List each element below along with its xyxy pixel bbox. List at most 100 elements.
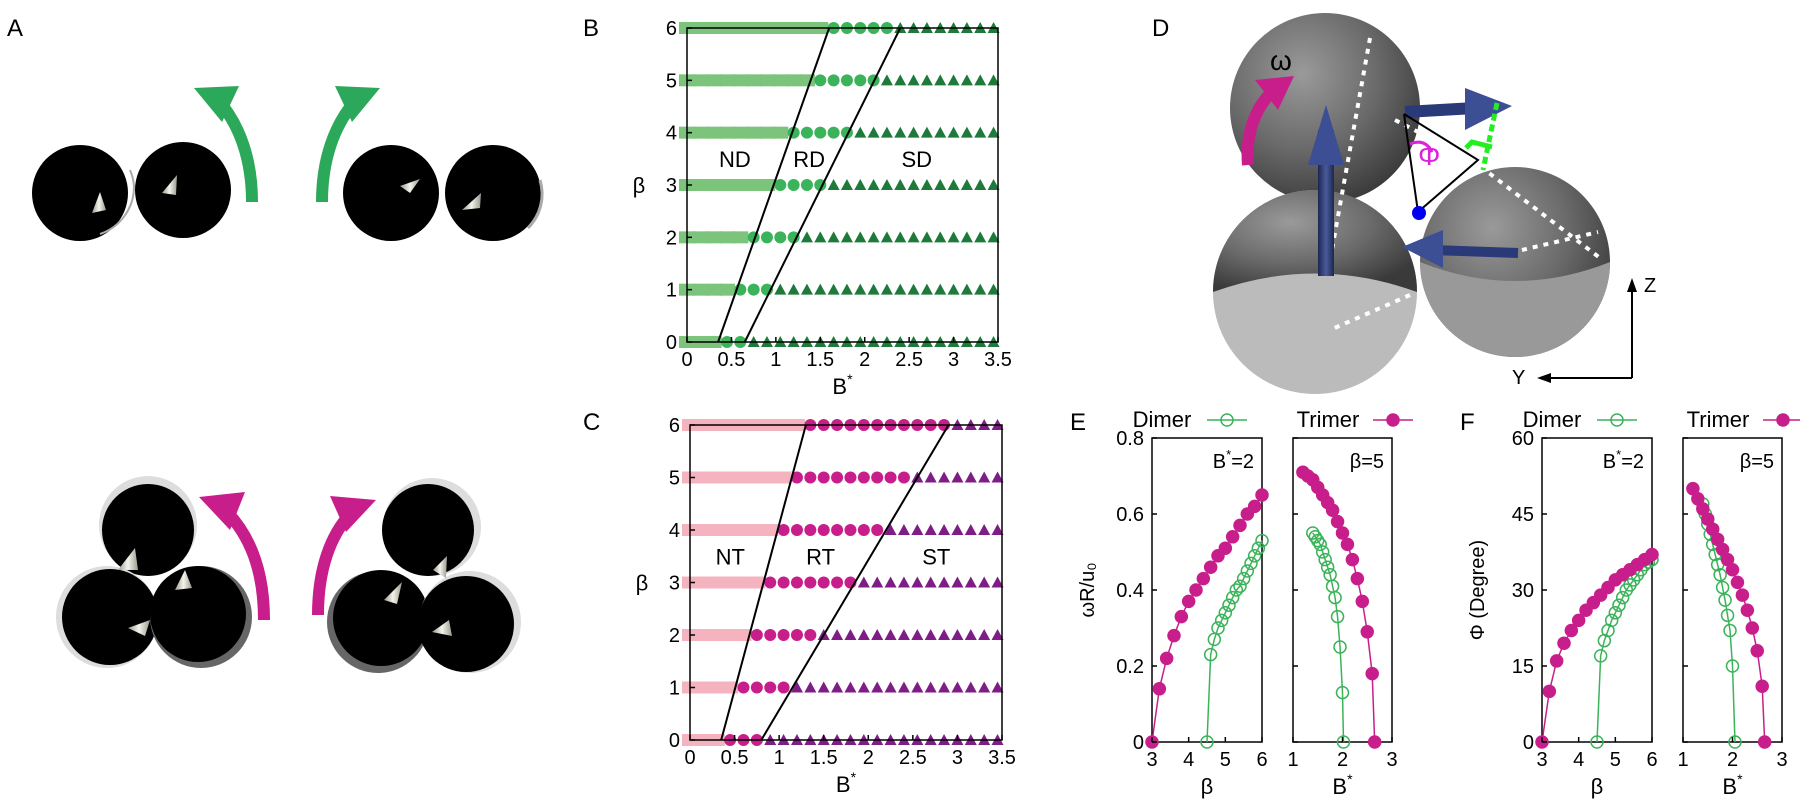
data-point-triangle: [951, 681, 964, 693]
data-point-square: [718, 126, 735, 139]
data-point-dimer: [1200, 735, 1214, 749]
data-point-trimer: [1152, 682, 1167, 696]
data-point-square: [772, 74, 789, 87]
data-point-triangle: [827, 231, 840, 243]
data-point-triangle: [924, 629, 937, 640]
data-point-square: [692, 231, 709, 244]
legend-label-dimer: Dimer: [1523, 407, 1582, 432]
data-point-circle: [790, 524, 803, 536]
data-point-triangle: [827, 283, 840, 295]
data-point-triangle: [964, 471, 977, 483]
data-point-square: [722, 524, 739, 536]
data-point-dimer: [1218, 606, 1233, 620]
data-point-square: [692, 283, 709, 296]
data-point-triangle: [951, 524, 964, 535]
phase-boundary-2: [743, 27, 902, 343]
data-point-triangle: [947, 283, 960, 295]
data-point-trimer: [1159, 651, 1174, 666]
data-point-trimer: [1355, 594, 1370, 609]
subplot-right: 1 2 3 β=5 B*: [1287, 437, 1398, 799]
data-point-square: [732, 126, 749, 139]
data-point-circle: [777, 629, 790, 641]
data-point-circle: [804, 629, 817, 641]
data-point-trimer: [1233, 518, 1247, 533]
data-point-triangle: [964, 629, 977, 640]
x-tick-label: 0: [681, 349, 692, 371]
data-point-trimer: [1247, 499, 1262, 514]
data-point-triangle: [897, 681, 910, 693]
data-point-square: [708, 629, 725, 641]
data-point-trimer: [1174, 609, 1189, 624]
data-point-dimer: [1615, 590, 1630, 605]
data-point-square: [692, 74, 709, 87]
data-point-dimer: [1330, 609, 1345, 624]
x-tick-label: 1: [1677, 749, 1688, 771]
data-point-square: [772, 126, 789, 139]
data-point-triangle: [960, 74, 973, 86]
data-point-triangle: [978, 681, 991, 693]
data-point-circle: [764, 576, 777, 589]
data-point-triangle: [947, 126, 960, 138]
data-point-triangle: [854, 126, 867, 138]
x-tick-label: 4: [1183, 749, 1194, 771]
data-point-trimer: [1750, 644, 1764, 658]
y-tick-label: 0: [669, 730, 680, 752]
data-point-square: [705, 126, 722, 139]
x-tick-label: 0.5: [721, 747, 749, 769]
data-point-square: [705, 283, 722, 296]
data-point-dimer: [1715, 580, 1730, 595]
data-point-dimer: [1236, 571, 1251, 586]
data-point-trimer: [1218, 541, 1233, 555]
x-axis-label: B*: [1332, 771, 1353, 799]
data-point-triangle: [964, 576, 977, 588]
x-tick-label: 0: [684, 747, 695, 769]
data-point-circle: [750, 681, 763, 694]
x-tick-label: 3: [1146, 749, 1157, 771]
data-point-circle: [840, 74, 853, 87]
data-point-circle: [814, 126, 827, 139]
data-point-triangle: [907, 126, 920, 138]
data-point-circle: [764, 681, 777, 694]
data-point-triangle: [880, 126, 893, 138]
data-point-triangle: [880, 283, 893, 295]
data-point-dimer: [1222, 598, 1236, 612]
data-point-triangle: [854, 231, 867, 243]
data-point-square: [718, 74, 735, 87]
data-point-triangle: [947, 231, 960, 243]
data-point-triangle: [991, 576, 1004, 588]
data-point-circle: [804, 471, 817, 484]
data-point-square: [758, 179, 775, 191]
data-point-triangle: [897, 629, 910, 640]
data-point-triangle: [987, 179, 1000, 190]
data-point-circle: [760, 231, 773, 244]
x-axis-label: β: [1591, 774, 1604, 799]
data-point-triangle: [894, 126, 907, 138]
data-point-dimer: [1315, 545, 1330, 559]
data-point-circle: [884, 471, 897, 484]
data-point-trimer: [1740, 603, 1755, 618]
data-point-triangle: [827, 179, 840, 190]
data-point-square: [692, 179, 709, 191]
annotation: B*=2: [1213, 447, 1254, 473]
data-point-triangle: [857, 576, 870, 588]
data-point-triangle: [774, 283, 787, 295]
data-point-square: [705, 231, 722, 244]
data-point-square: [732, 231, 749, 244]
data-point-square: [758, 126, 775, 139]
data-point-square: [718, 283, 735, 296]
data-point-square: [692, 126, 709, 139]
data-point-dimer: [1593, 649, 1608, 663]
data-point-triangle: [884, 629, 897, 640]
y-tick-label: 15: [1512, 656, 1534, 678]
y-axis-label: β: [633, 173, 646, 198]
y-tick-label: 5: [669, 468, 680, 490]
data-point-dimer: [1318, 552, 1332, 567]
x-axis-label: B*: [836, 769, 857, 797]
cone-icon: [432, 620, 452, 636]
data-point-triangle: [938, 681, 951, 693]
data-point-triangle: [907, 283, 920, 295]
data-point-triangle: [960, 126, 973, 138]
director-cone-icon: [1465, 88, 1512, 130]
data-point-circle: [897, 471, 910, 484]
